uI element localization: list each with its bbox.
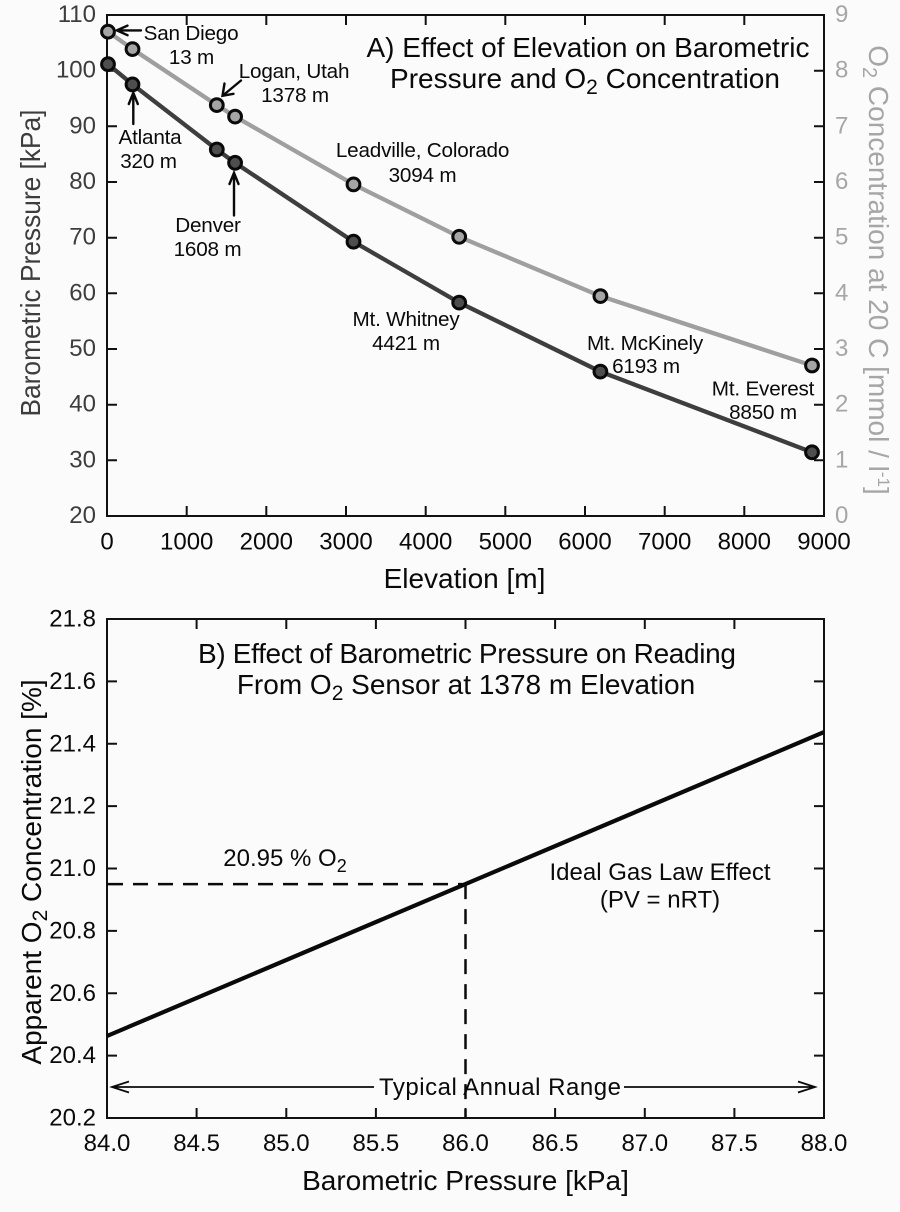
svg-text:5000: 5000 [479,529,532,556]
svg-text:20.6: 20.6 [49,980,96,1007]
svg-text:1378 m: 1378 m [261,84,329,107]
svg-text:Denver: Denver [175,214,241,237]
svg-text:70: 70 [69,224,96,251]
svg-text:7000: 7000 [638,529,691,556]
svg-text:9: 9 [835,1,848,28]
svg-text:21.0: 21.0 [49,855,96,882]
svg-text:7: 7 [835,112,848,139]
svg-text:21.6: 21.6 [49,668,96,695]
svg-text:Mt. Whitney: Mt. Whitney [352,308,460,331]
svg-text:Barometric Pressure [kPa]: Barometric Pressure [kPa] [302,1165,629,1196]
svg-text:Mt. McKinely: Mt. McKinely [587,332,704,355]
svg-text:4000: 4000 [399,529,452,556]
svg-text:8000: 8000 [718,529,771,556]
svg-text:87.0: 87.0 [621,1130,668,1157]
svg-text:85.5: 85.5 [353,1130,400,1157]
svg-text:80: 80 [69,168,96,195]
svg-text:13 m: 13 m [169,46,214,69]
svg-text:0: 0 [835,502,848,529]
svg-text:Pressure and O2 Concentration: Pressure and O2 Concentration [390,63,780,99]
svg-text:(PV = nRT): (PV = nRT) [600,887,720,914]
svg-text:21.4: 21.4 [49,730,96,757]
svg-text:20: 20 [69,502,96,529]
svg-text:Atlanta: Atlanta [118,126,182,149]
svg-text:88.0: 88.0 [801,1130,848,1157]
svg-text:1: 1 [835,446,848,473]
svg-text:50: 50 [69,335,96,362]
svg-text:5: 5 [835,224,848,251]
svg-text:San Diego: San Diego [144,22,239,45]
svg-text:30: 30 [69,446,96,473]
svg-text:6000: 6000 [558,529,611,556]
svg-text:9000: 9000 [797,529,850,556]
svg-text:20.8: 20.8 [49,917,96,944]
svg-text:3000: 3000 [319,529,372,556]
svg-text:1000: 1000 [160,529,213,556]
svg-text:60: 60 [69,279,96,306]
svg-text:87.5: 87.5 [711,1130,758,1157]
svg-text:Logan, Utah: Logan, Utah [239,60,350,83]
svg-text:Ideal Gas Law Effect: Ideal Gas Law Effect [549,859,770,886]
svg-text:21.8: 21.8 [49,606,96,633]
svg-text:84.5: 84.5 [173,1130,220,1157]
svg-text:2000: 2000 [240,529,293,556]
svg-text:86.5: 86.5 [532,1130,579,1157]
svg-text:Typical Annual Range: Typical Annual Range [379,1074,621,1101]
svg-text:B) Effect of Barometric Pressu: B) Effect of Barometric Pressure on Read… [198,638,736,669]
svg-text:86.0: 86.0 [442,1130,489,1157]
svg-text:3: 3 [835,335,848,362]
svg-text:From O2 Sensor at 1378 m Elev: From O2 Sensor at 1378 m Elevation [237,669,695,705]
svg-text:Mt. Everest: Mt. Everest [712,378,815,401]
svg-text:Elevation [m]: Elevation [m] [384,563,546,594]
svg-text:0: 0 [100,529,113,556]
svg-text:Leadville, Colorado: Leadville, Colorado [336,139,509,162]
svg-text:Barometric Pressure [kPa]: Barometric Pressure [kPa] [15,110,46,417]
svg-text:40: 40 [69,391,96,418]
svg-text:8: 8 [835,57,848,84]
svg-text:4: 4 [835,279,848,306]
svg-text:84.0: 84.0 [84,1130,131,1157]
svg-text:110: 110 [58,1,96,28]
svg-text:20.4: 20.4 [49,1042,96,1069]
svg-text:6: 6 [835,168,848,195]
svg-text:20.2: 20.2 [49,1105,96,1132]
svg-text:100: 100 [56,57,96,84]
svg-text:2: 2 [835,391,848,418]
svg-text:3094 m: 3094 m [389,164,457,187]
svg-text:20.95 % O2: 20.95 % O2 [223,845,346,876]
svg-text:8850 m: 8850 m [729,401,797,424]
svg-text:4421 m: 4421 m [372,332,440,355]
svg-text:85.0: 85.0 [263,1130,310,1157]
svg-text:Apparent O2 Concentration [%]: Apparent O2 Concentration [%] [16,679,52,1064]
svg-text:1608 m: 1608 m [174,238,242,261]
svg-text:21.2: 21.2 [49,793,96,820]
svg-text:A) Effect of Elevation on Baro: A) Effect of Elevation on Barometric [366,32,809,63]
svg-text:6193 m: 6193 m [612,355,680,378]
svg-text:O2 Concentration at 20 C [mmol: O2 Concentration at 20 C [mmol / l-1] [858,45,894,495]
svg-text:90: 90 [69,112,96,139]
svg-text:320 m: 320 m [120,150,177,173]
